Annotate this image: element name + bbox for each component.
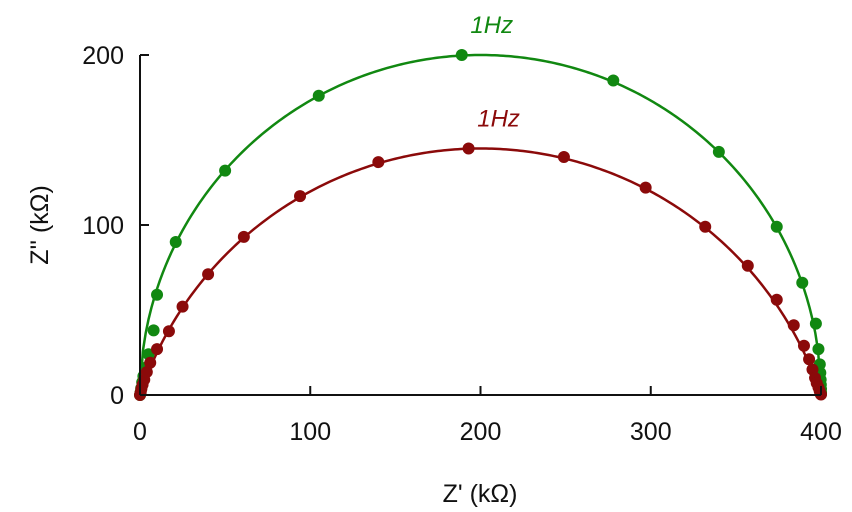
data-point-series-2 — [699, 220, 712, 233]
y-axis-title: Z'' (kΩ) — [26, 185, 54, 265]
data-point-series-1 — [219, 164, 232, 177]
data-point-series-2 — [797, 339, 810, 352]
data-point-series-1 — [312, 89, 325, 102]
fit-curve-1 — [138, 53, 823, 396]
y-tick-label: 200 — [82, 42, 124, 70]
data-point-series-1 — [151, 288, 164, 301]
annotation-1hz-2: 1Hz — [477, 106, 520, 133]
data-point-series-2 — [202, 268, 215, 281]
data-point-series-2 — [140, 366, 153, 379]
data-point-series-2 — [787, 319, 800, 332]
data-point-series-2 — [237, 230, 250, 243]
x-tick-label: 100 — [289, 418, 331, 446]
data-point-series-1 — [809, 317, 822, 330]
data-point-series-1 — [812, 343, 825, 356]
data-point-series-1 — [796, 276, 809, 289]
data-point-series-1 — [607, 74, 620, 87]
data-point-series-1 — [147, 324, 160, 337]
data-point-series-2 — [162, 325, 175, 338]
ticks: 0 100 200 300 400 0 100 200 — [82, 42, 842, 446]
y-tick-label: 100 — [82, 212, 124, 240]
data-point-series-2 — [639, 181, 652, 194]
data-point-series-1 — [712, 145, 725, 158]
data-point-series-2 — [741, 259, 754, 272]
annotation-1hz-1: 1Hz — [470, 12, 513, 39]
data-points — [134, 49, 827, 401]
x-axis-title: Z' (kΩ) — [443, 480, 518, 508]
data-point-series-2 — [462, 142, 475, 155]
y-tick-label: 0 — [110, 382, 124, 410]
data-point-series-2 — [557, 151, 570, 163]
data-point-series-2 — [176, 300, 189, 313]
fit-curve-2 — [138, 147, 823, 396]
data-point-series-2 — [803, 353, 816, 366]
data-point-series-1 — [770, 220, 783, 233]
x-tick-label: 300 — [630, 418, 672, 446]
data-point-series-2 — [144, 356, 157, 369]
data-point-series-1 — [455, 49, 468, 61]
data-point-series-2 — [372, 156, 385, 169]
annotations: 1Hz 1Hz — [470, 12, 519, 133]
data-point-series-2 — [294, 190, 307, 203]
x-tick-label: 0 — [133, 418, 147, 446]
data-point-series-1 — [169, 236, 182, 248]
data-point-series-2 — [151, 343, 164, 356]
data-point-series-2 — [770, 293, 783, 306]
x-tick-label: 200 — [460, 418, 502, 446]
x-tick-label: 400 — [800, 418, 842, 446]
